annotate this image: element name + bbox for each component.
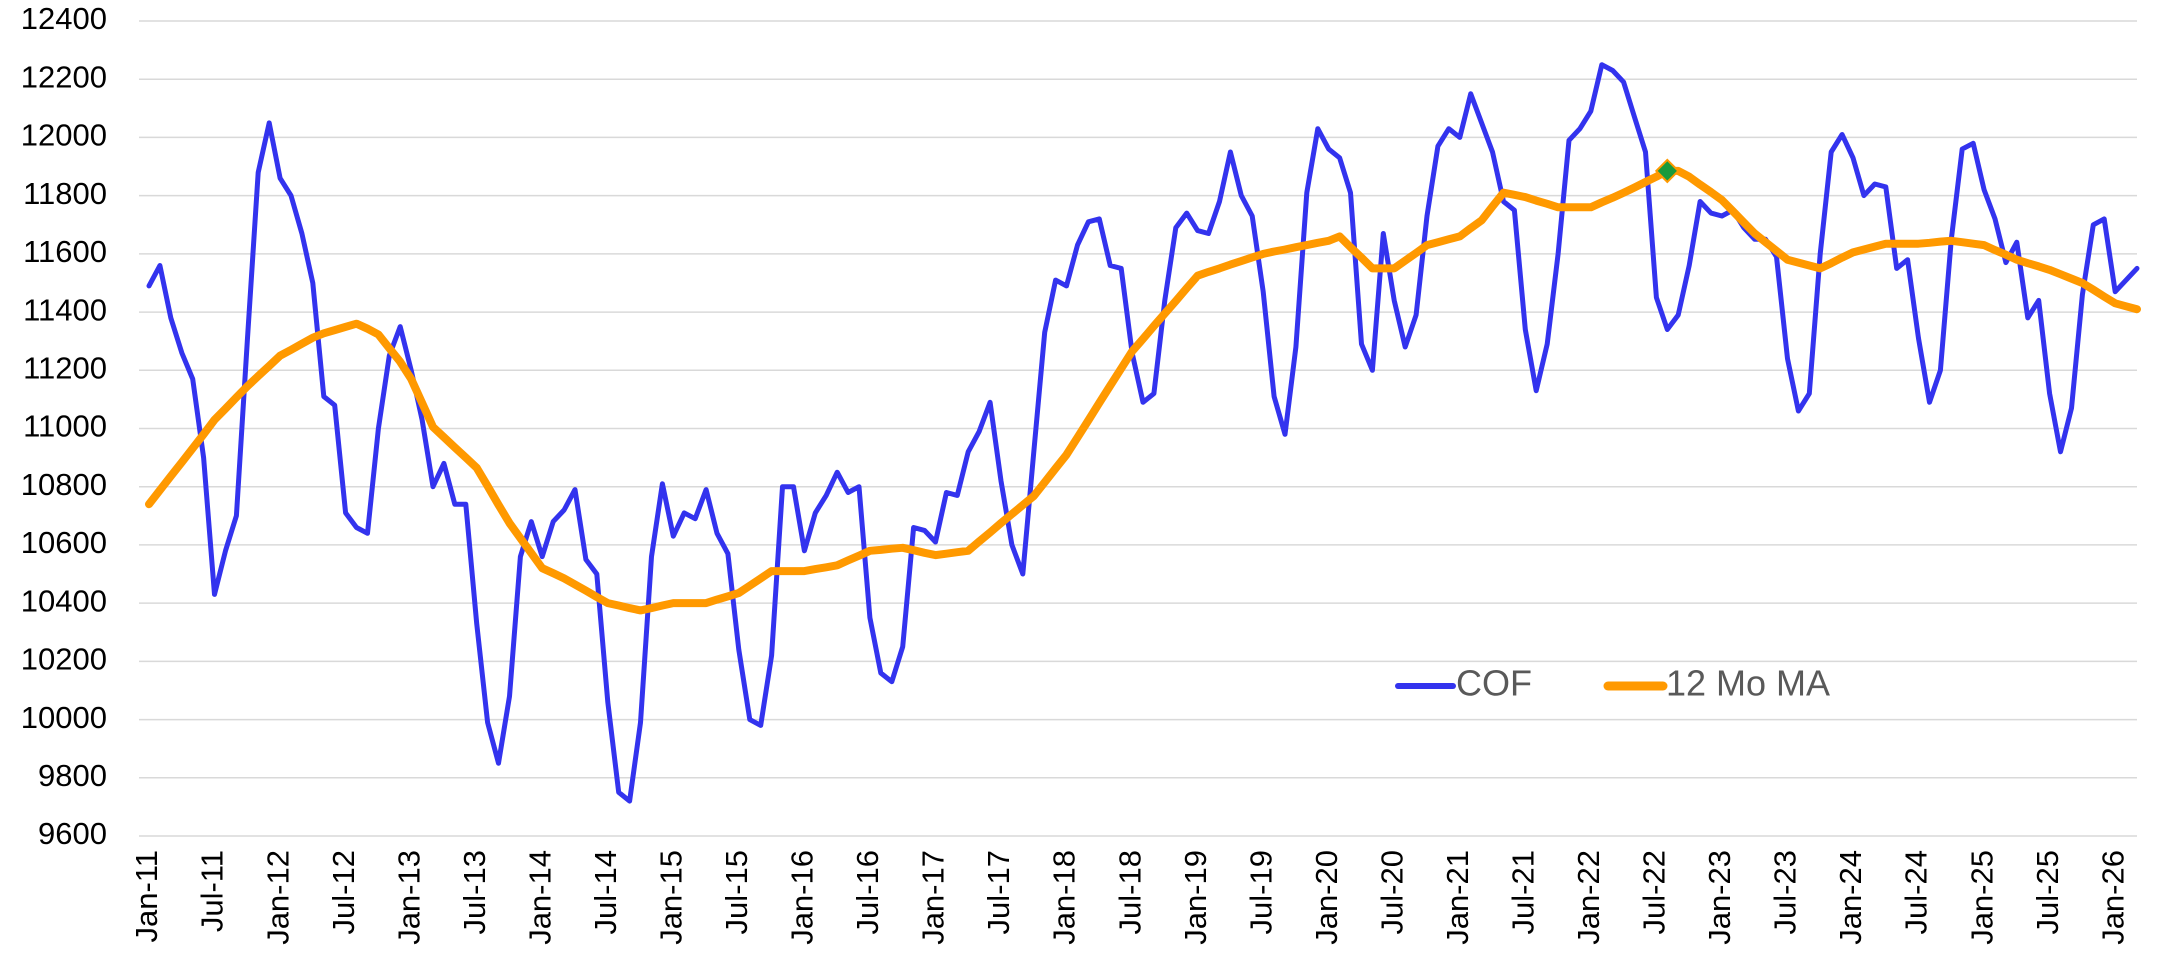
y-tick-label: 10400 <box>21 583 107 618</box>
x-tick-label: Jan-23 <box>1702 850 1737 945</box>
x-tick-label: Jul-24 <box>1899 850 1934 934</box>
x-tick-label: Jul-18 <box>1112 850 1147 934</box>
y-tick-label: 9600 <box>38 816 107 851</box>
x-tick-label: Jul-25 <box>2030 850 2065 934</box>
y-tick-label: 12000 <box>21 118 107 153</box>
x-tick-label: Jul-15 <box>719 850 754 934</box>
y-tick-label: 10200 <box>21 642 107 677</box>
y-tick-label: 12200 <box>21 59 107 94</box>
y-tick-label: 10800 <box>21 467 107 502</box>
x-tick-label: Jan-25 <box>1964 850 1999 945</box>
x-tick-label: Jul-12 <box>326 850 361 934</box>
y-tick-label: 11800 <box>23 176 107 211</box>
x-tick-label: Jan-26 <box>2095 850 2130 945</box>
x-tick-label: Jul-23 <box>1768 850 1803 934</box>
y-tick-label: 12400 <box>21 1 107 36</box>
x-tick-label: Jan-22 <box>1571 850 1606 945</box>
x-tick-label: Jan-12 <box>260 850 295 945</box>
y-tick-label: 9800 <box>38 758 107 793</box>
x-tick-label: Jan-24 <box>1833 850 1868 945</box>
x-tick-label: Jul-17 <box>981 850 1016 934</box>
x-tick-label: Jan-21 <box>1440 850 1475 945</box>
series-line <box>145 166 2141 615</box>
x-tick-label: Jul-11 <box>195 850 230 932</box>
x-tick-label: Jul-21 <box>1505 850 1540 934</box>
legend-label: 12 Mo MA <box>1666 663 1830 704</box>
y-tick-label: 10600 <box>21 525 107 560</box>
x-tick-label: Jan-17 <box>916 850 951 945</box>
highlight-marker <box>1654 158 1680 184</box>
x-tick-label: Jan-14 <box>522 850 557 945</box>
x-tick-label: Jul-13 <box>457 850 492 934</box>
x-tick-label: Jan-13 <box>391 850 426 945</box>
x-tick-label: Jan-20 <box>1309 850 1344 945</box>
y-tick-label: 11600 <box>23 234 107 269</box>
x-tick-label: Jul-22 <box>1637 850 1672 934</box>
y-tick-label: 10000 <box>21 700 107 735</box>
x-tick-label: Jul-19 <box>1243 850 1278 934</box>
series-line <box>146 62 2140 804</box>
x-tick-label: Jan-15 <box>653 850 688 945</box>
y-tick-label: 11000 <box>23 409 107 444</box>
x-tick-label: Jul-14 <box>588 850 623 934</box>
y-tick-label: 11400 <box>23 292 107 327</box>
x-tick-label: Jan-11 <box>129 850 164 943</box>
x-tick-label: Jan-16 <box>785 850 820 945</box>
x-tick-label: Jan-19 <box>1178 850 1213 945</box>
y-tick-label: 11200 <box>23 350 107 385</box>
legend-label: COF <box>1456 663 1532 704</box>
x-tick-label: Jan-18 <box>1047 850 1082 945</box>
x-tick-label: Jul-20 <box>1374 850 1409 934</box>
x-tick-label: Jul-16 <box>850 850 885 934</box>
